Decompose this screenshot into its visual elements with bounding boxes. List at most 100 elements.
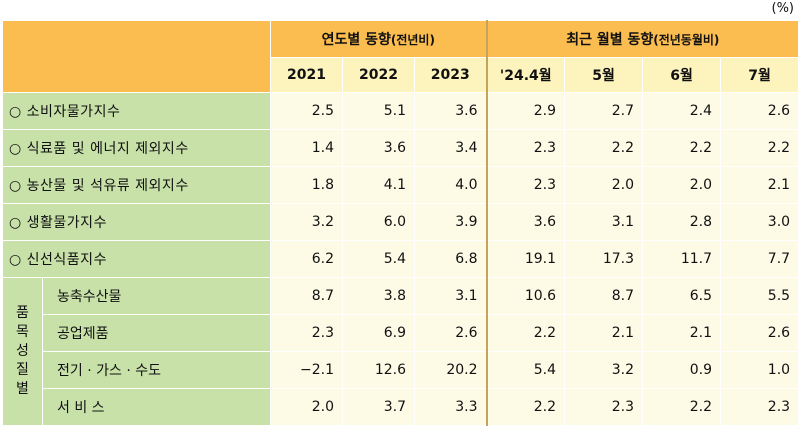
value-cell: 2.2 [485,314,566,352]
row-label: ○ 신선식품지수 [2,240,271,278]
group-label-char: 목 [16,324,29,340]
value-cell: 2.6 [413,314,488,352]
value-cell: 1.0 [720,351,800,389]
table-row: 전기 · 가스 · 수도 −2.1 12.6 20.2 5.4 3.2 0.9 1.0 [3,351,800,389]
value-cell: 2.3 [720,388,800,426]
column-header: 2022 [342,57,415,93]
value-cell: 2.9 [485,92,566,130]
value-cell: 7.7 [720,240,800,278]
value-cell: 3.1 [564,203,644,241]
value-cell: 8.7 [270,277,343,315]
value-cell: 1.8 [270,166,343,204]
header-monthly-sub: (전년동월비) [653,33,720,47]
header-monthly-title: 최근 월별 동향 [566,32,654,48]
value-cell: 2.0 [564,166,644,204]
header-annual: 연도별 동향(전년비) [269,20,488,58]
value-cell: 3.4 [413,129,488,167]
column-header: 5월 [564,57,644,93]
value-cell: 10.6 [485,277,566,315]
value-cell: 12.6 [342,351,415,389]
column-header: 2023 [413,57,488,93]
value-cell: 11.7 [642,240,722,278]
row-label: ○ 생활물가지수 [2,203,271,241]
value-cell: 5.1 [342,92,415,130]
header-monthly: 최근 월별 동향(전년동월비) [485,20,800,58]
price-index-table: 연도별 동향(전년비) 최근 월별 동향(전년동월비) 2021 2022 2023… [2,20,800,426]
value-cell: 3.7 [342,388,415,426]
group-label-char: 질 [16,362,29,378]
value-cell: 3.2 [564,351,644,389]
table-row: ○ 신선식품지수 6.2 5.4 6.8 19.1 17.3 11.7 7.7 [2,240,800,278]
value-cell: 4.1 [342,166,415,204]
value-cell: 6.5 [642,277,722,315]
value-cell: 2.1 [564,314,644,352]
sub-row-label: 전기 · 가스 · 수도 [42,351,271,389]
value-cell: 2.4 [642,92,722,130]
value-cell: 3.2 [270,203,343,241]
value-cell: 6.9 [342,314,415,352]
header-annual-title: 연도별 동향 [321,32,391,48]
value-cell: 2.7 [564,92,644,130]
value-cell: 3.6 [413,92,488,130]
value-cell: 3.0 [720,203,800,241]
value-cell: 0.9 [642,351,722,389]
value-cell: 3.1 [413,277,488,315]
group-label-char: 별 [16,381,29,397]
value-cell: 4.0 [413,166,488,204]
value-cell: 2.0 [270,388,343,426]
value-cell: 3.6 [485,203,566,241]
value-cell: 5.5 [720,277,800,315]
value-cell: 2.2 [720,129,800,167]
value-cell: 8.7 [564,277,644,315]
value-cell: 2.6 [720,92,800,130]
value-cell: 19.1 [485,240,566,278]
value-cell: 3.8 [342,277,415,315]
sub-row-label: 농축수산물 [42,277,271,315]
value-cell: 2.3 [485,166,566,204]
table-row: ○ 생활물가지수 3.2 6.0 3.9 3.6 3.1 2.8 3.0 [2,203,800,241]
value-cell: 1.4 [270,129,343,167]
column-header: 7월 [720,57,800,93]
sub-row-label: 서 비 스 [42,388,271,426]
table-row: ○ 농산물 및 석유류 제외지수 1.8 4.1 4.0 2.3 2.0 2.0 2.1 [2,166,800,204]
group-label-char: 품 [16,305,29,321]
table-row: ○ 식료품 및 에너지 제외지수 1.4 3.6 3.4 2.3 2.2 2.2 2.2 [2,129,800,167]
column-header: 2021 [270,57,343,93]
value-cell: 6.8 [413,240,488,278]
unit-label: (%) [771,1,795,16]
row-label: ○ 식료품 및 에너지 제외지수 [2,129,271,167]
value-cell: −2.1 [270,351,343,389]
value-cell: 20.2 [413,351,488,389]
value-cell: 2.8 [642,203,722,241]
value-cell: 5.4 [485,351,566,389]
value-cell: 6.2 [270,240,343,278]
header-corner [2,20,271,93]
table-row: 공업제품 2.3 6.9 2.6 2.2 2.1 2.1 2.6 [3,314,800,352]
value-cell: 17.3 [564,240,644,278]
row-label: ○ 농산물 및 석유류 제외지수 [2,166,271,204]
column-header: 6월 [642,57,722,93]
value-cell: 6.0 [342,203,415,241]
table-row: ○ 소비자물가지수 2.5 5.1 3.6 2.9 2.7 2.4 2.6 [2,92,800,130]
sub-row-label: 공업제품 [42,314,271,352]
value-cell: 5.4 [342,240,415,278]
value-cell: 2.2 [564,129,644,167]
header-annual-sub: (전년비) [390,33,435,47]
value-cell: 2.5 [270,92,343,130]
value-cell: 3.9 [413,203,488,241]
value-cell: 2.1 [720,166,800,204]
value-cell: 2.2 [485,388,566,426]
value-cell: 2.2 [642,388,722,426]
value-cell: 2.1 [642,314,722,352]
table-row: 서 비 스 2.0 3.7 3.3 2.2 2.3 2.2 2.3 [3,388,800,426]
group-label-char: 성 [16,343,29,359]
value-cell: 2.2 [642,129,722,167]
value-cell: 2.3 [485,129,566,167]
value-cell: 2.3 [564,388,644,426]
column-header: '24.4월 [485,57,566,93]
value-cell: 3.3 [413,388,488,426]
value-cell: 3.6 [342,129,415,167]
value-cell: 2.0 [642,166,722,204]
value-cell: 2.3 [270,314,343,352]
